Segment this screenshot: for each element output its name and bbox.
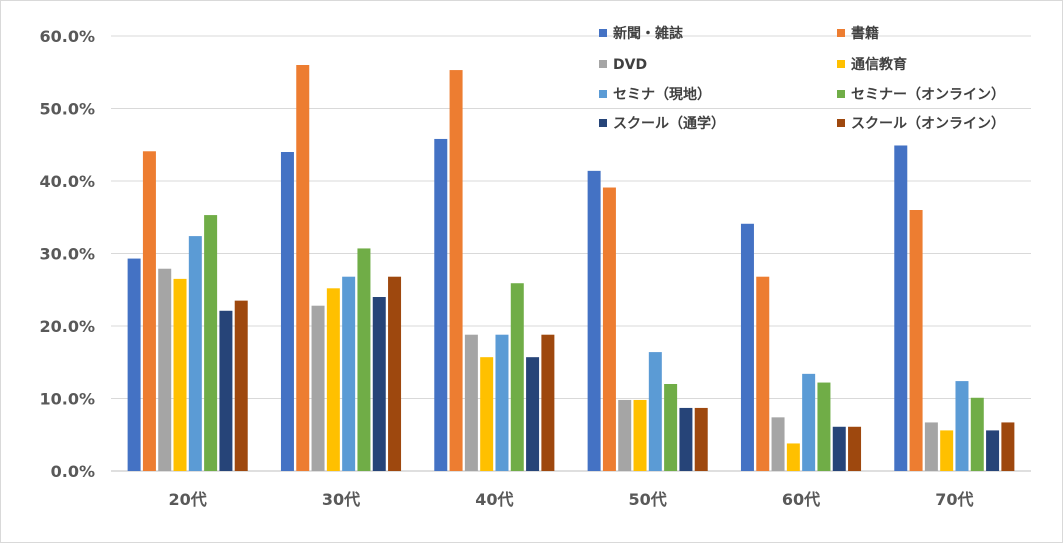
x-axis-ticks: 20代 30代 40代 50代 60代 70代 — [169, 490, 974, 509]
bar — [434, 138, 448, 471]
bar — [756, 276, 770, 471]
bar — [480, 357, 494, 471]
bar — [464, 334, 478, 471]
bar — [694, 407, 708, 471]
bar — [817, 382, 831, 471]
bar — [526, 357, 540, 471]
bar — [372, 297, 386, 471]
bar — [326, 288, 340, 471]
bar — [955, 381, 969, 471]
bar — [986, 430, 1000, 471]
bar — [940, 430, 954, 471]
bar — [633, 399, 647, 471]
bar — [388, 276, 402, 471]
bar — [924, 422, 938, 471]
bar — [311, 305, 325, 471]
x-tick-label: 20代 — [169, 490, 207, 509]
legend-swatch — [599, 29, 607, 37]
x-tick-label: 50代 — [629, 490, 667, 509]
bar — [848, 426, 862, 471]
legend-swatch — [837, 119, 845, 127]
bar — [342, 276, 356, 471]
bar — [219, 310, 233, 471]
bar — [142, 151, 156, 471]
y-tick-label: 60.0% — [39, 27, 95, 46]
bar — [510, 283, 524, 471]
legend-label: セミナー（オンライン） — [851, 87, 1005, 103]
bar — [357, 248, 371, 471]
bar — [679, 407, 693, 471]
y-tick-label: 40.0% — [39, 172, 95, 191]
y-tick-label: 20.0% — [39, 317, 95, 336]
bar — [894, 145, 908, 472]
legend-label: 新聞・雑誌 — [613, 25, 683, 42]
legend-label: 通信教育 — [851, 56, 907, 73]
bar — [234, 300, 248, 472]
gridlines — [111, 35, 1031, 472]
x-tick-label: 70代 — [935, 490, 973, 509]
bar — [158, 268, 172, 471]
bar — [188, 236, 202, 471]
legend-label: スクール（通学） — [613, 115, 725, 132]
x-tick-label: 30代 — [322, 490, 360, 509]
bar — [541, 334, 555, 471]
legend-swatch — [837, 29, 845, 37]
bar — [173, 278, 187, 472]
bar — [296, 65, 310, 471]
y-axis-ticks: 0.0% 10.0% 20.0% 30.0% 40.0% 50.0% 60.0% — [39, 27, 95, 481]
y-tick-label: 0.0% — [51, 462, 95, 481]
legend-swatch — [599, 60, 607, 68]
bar — [587, 170, 601, 471]
legend-swatch — [837, 60, 845, 68]
bar — [127, 258, 141, 471]
bar — [970, 397, 984, 471]
legend-swatch — [837, 90, 845, 98]
legend-label: セミナ（現地） — [613, 86, 711, 103]
bar — [771, 417, 785, 471]
legend-label: スクール（オンライン） — [851, 116, 1005, 132]
y-tick-label: 10.0% — [39, 390, 95, 409]
bar — [648, 352, 662, 471]
bar — [602, 187, 616, 471]
y-tick-label: 50.0% — [39, 100, 95, 119]
bar — [204, 215, 218, 471]
bars — [127, 65, 1015, 472]
bar — [909, 210, 923, 471]
bar — [1001, 422, 1015, 471]
bar — [618, 399, 632, 471]
legend-label: 書籍 — [851, 25, 879, 42]
bar — [802, 373, 816, 471]
bar — [832, 426, 846, 471]
y-tick-label: 30.0% — [39, 245, 95, 264]
legend-swatch — [599, 90, 607, 98]
bar — [495, 334, 509, 471]
bar — [449, 70, 463, 471]
x-tick-label: 40代 — [475, 490, 513, 509]
bar — [280, 152, 294, 471]
bar — [786, 443, 800, 471]
bar — [740, 223, 754, 471]
legend-label: DVD — [613, 57, 647, 73]
legend-swatch — [599, 119, 607, 127]
x-tick-label: 60代 — [782, 490, 820, 509]
bar — [664, 384, 678, 471]
